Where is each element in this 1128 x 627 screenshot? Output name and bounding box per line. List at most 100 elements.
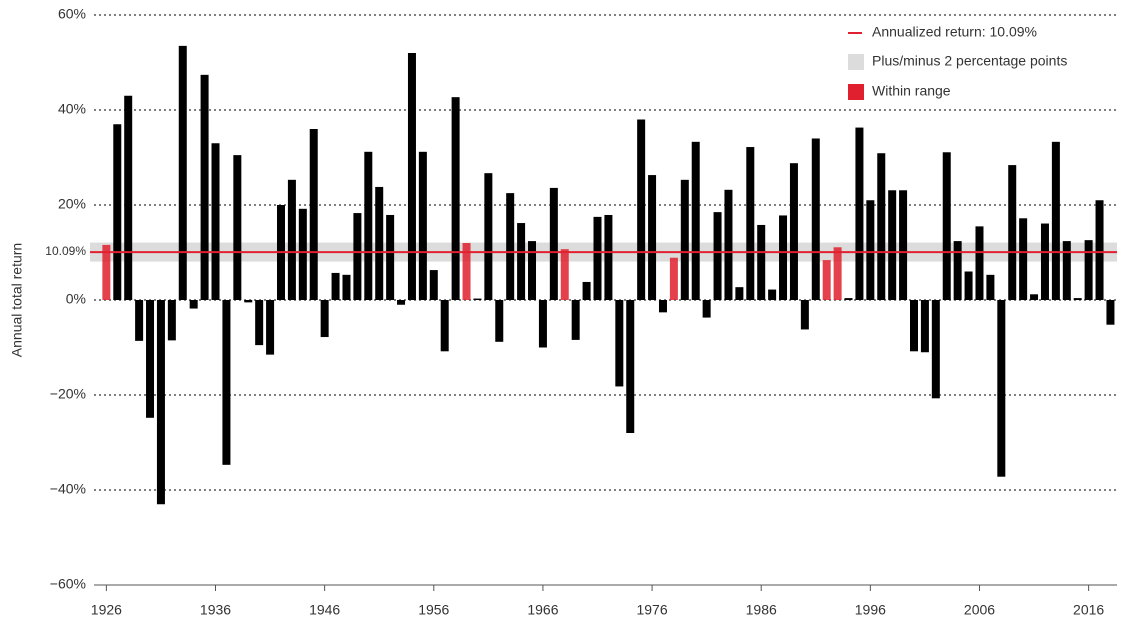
bar bbox=[986, 274, 995, 300]
legend-label: Annualized return: 10.09% bbox=[872, 24, 1037, 40]
y-tick-label: 60% bbox=[58, 6, 86, 22]
bar bbox=[648, 175, 657, 300]
bar bbox=[866, 200, 875, 300]
bar bbox=[822, 260, 831, 300]
bar bbox=[418, 151, 427, 300]
bar bbox=[691, 141, 700, 300]
bar bbox=[680, 179, 689, 300]
bar bbox=[593, 216, 602, 300]
bar bbox=[386, 214, 395, 300]
bar bbox=[331, 272, 340, 300]
bar bbox=[287, 179, 296, 300]
bar bbox=[102, 244, 111, 300]
bar bbox=[964, 271, 973, 300]
bar bbox=[528, 241, 537, 300]
bar bbox=[899, 190, 908, 300]
bar bbox=[211, 143, 220, 300]
bar bbox=[1095, 200, 1104, 300]
bar bbox=[1106, 300, 1115, 325]
y-tick-label: 40% bbox=[58, 101, 86, 117]
bar bbox=[920, 300, 929, 353]
legend-label: Plus/minus 2 percentage points bbox=[872, 53, 1067, 69]
x-tick-label: 1996 bbox=[855, 602, 886, 618]
bar bbox=[582, 281, 591, 300]
bar bbox=[1073, 298, 1082, 300]
bar bbox=[1084, 240, 1093, 300]
bar bbox=[724, 189, 733, 300]
bar bbox=[844, 298, 853, 300]
y-tick-label: −60% bbox=[50, 576, 86, 592]
bar bbox=[811, 138, 820, 300]
bar bbox=[746, 147, 755, 300]
bar bbox=[113, 124, 122, 300]
bar bbox=[1062, 241, 1071, 300]
bar bbox=[1051, 141, 1060, 300]
bar bbox=[910, 300, 919, 352]
bar bbox=[702, 300, 711, 318]
bar bbox=[975, 226, 984, 300]
bar bbox=[779, 215, 788, 300]
bar bbox=[484, 173, 493, 300]
bar bbox=[495, 300, 504, 342]
bar bbox=[200, 74, 209, 300]
bar bbox=[309, 129, 318, 300]
bar bbox=[298, 208, 307, 300]
bar bbox=[440, 300, 449, 352]
x-tick-label: 1986 bbox=[746, 602, 777, 618]
x-tick-label: 1956 bbox=[418, 602, 449, 618]
bar bbox=[167, 300, 176, 341]
x-tick-label: 1946 bbox=[309, 602, 340, 618]
bar bbox=[800, 300, 809, 330]
bar bbox=[658, 300, 667, 313]
bar bbox=[942, 152, 951, 300]
bar bbox=[1008, 165, 1017, 300]
x-tick-label: 1926 bbox=[91, 602, 122, 618]
bar bbox=[266, 300, 275, 355]
legend-swatch bbox=[848, 54, 864, 70]
y-tick-label: −20% bbox=[50, 386, 86, 402]
bar bbox=[1019, 218, 1028, 300]
bar bbox=[1030, 294, 1039, 300]
bar bbox=[757, 224, 766, 300]
bar bbox=[768, 289, 777, 300]
bar bbox=[397, 300, 406, 305]
bar bbox=[189, 300, 198, 309]
bar bbox=[429, 270, 438, 300]
bar bbox=[560, 249, 569, 300]
bar bbox=[135, 300, 144, 341]
bar bbox=[156, 300, 165, 505]
bar bbox=[931, 300, 940, 399]
y-tick-label: 0% bbox=[66, 291, 86, 307]
x-tick-label: 1976 bbox=[636, 602, 667, 618]
bar bbox=[997, 300, 1006, 477]
bar bbox=[637, 119, 646, 300]
bar bbox=[407, 53, 416, 300]
bar bbox=[877, 153, 886, 300]
x-tick-label: 1966 bbox=[527, 602, 558, 618]
bar bbox=[953, 241, 962, 300]
bar bbox=[375, 186, 384, 300]
bar bbox=[615, 300, 624, 387]
bar bbox=[571, 300, 580, 340]
bar bbox=[506, 193, 515, 300]
bar bbox=[255, 300, 264, 346]
bar bbox=[626, 300, 635, 433]
legend-swatch bbox=[848, 84, 864, 100]
y-tick-label: 20% bbox=[58, 196, 86, 212]
bar bbox=[549, 187, 558, 300]
bar bbox=[833, 247, 842, 300]
bar bbox=[146, 300, 155, 418]
bar bbox=[353, 213, 362, 300]
bar bbox=[604, 214, 613, 300]
bar bbox=[244, 300, 253, 303]
bar bbox=[538, 300, 547, 348]
bar bbox=[124, 95, 133, 300]
bar bbox=[364, 151, 373, 300]
bar bbox=[451, 97, 460, 300]
bar bbox=[713, 212, 722, 300]
x-tick-label: 1936 bbox=[200, 602, 231, 618]
annualized-label: 10.09% bbox=[45, 244, 86, 258]
bar bbox=[222, 300, 231, 465]
y-tick-label: −40% bbox=[50, 481, 86, 497]
